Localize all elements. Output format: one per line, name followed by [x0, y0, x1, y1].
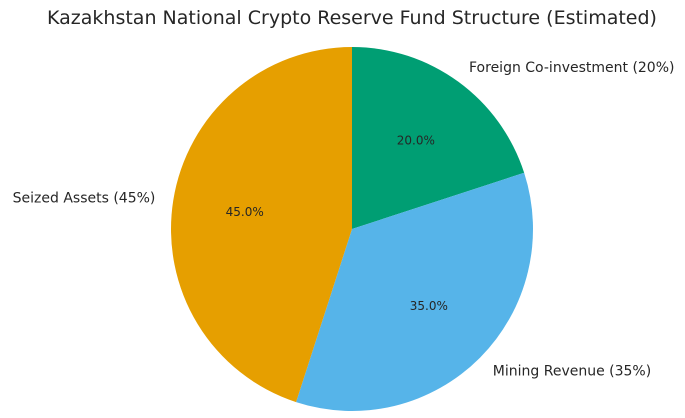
labels-group: 20.0% Foreign Co-investment (20%) 35.0% Min…: [13, 60, 675, 380]
pie-slice-2: [296, 172, 533, 411]
pct-label-3: 45.0%: [226, 205, 264, 219]
slice-label-1: Foreign Co-investment (20%): [469, 60, 674, 76]
pie-slice-3: [171, 47, 352, 403]
pct-label-2: 35.0%: [410, 299, 448, 313]
pct-label-1: 20.0%: [397, 134, 435, 148]
pie-slice-1: [352, 47, 525, 229]
slice-label-3: Seized Assets (45%): [13, 191, 156, 207]
slice-label-2: Mining Revenue (35%): [493, 364, 651, 380]
chart-title: Kazakhstan National Crypto Reserve Fund …: [47, 7, 657, 29]
slices-group: [171, 47, 533, 411]
